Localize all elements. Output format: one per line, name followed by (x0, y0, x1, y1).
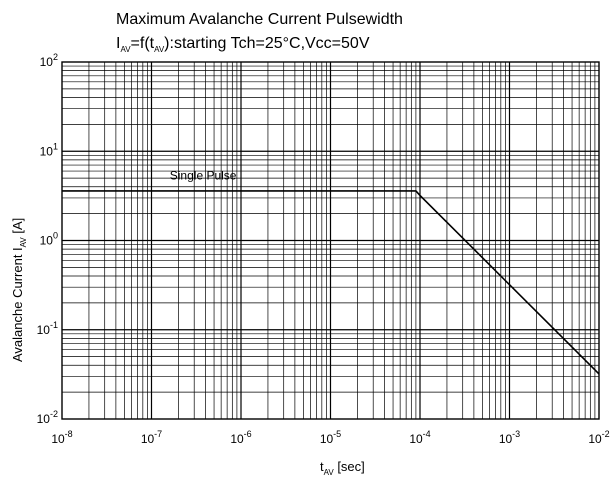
grid (62, 62, 599, 419)
subtitle-sub-1: AV (120, 45, 131, 54)
chart-subtitle: IAV=f(tAV):starting Tch=25°C,Vcc=50V (116, 35, 370, 54)
x-tick-label: 10-3 (499, 429, 520, 446)
x-tick-label: 10-7 (141, 429, 162, 446)
y-tick-label: 100 (40, 231, 58, 248)
y-tick-label: 101 (40, 141, 58, 158)
series-line (62, 190, 600, 375)
y-tick-labels: 102 101 100 10-1 10-2 (37, 52, 58, 426)
subtitle-part-main: I (116, 35, 120, 52)
x-tick-label: 10-4 (409, 429, 430, 446)
subtitle-sub-2: AV (154, 45, 165, 54)
x-axis-label-main: t (320, 459, 324, 474)
y-axis-label: Avalanche Current IAV [A] (10, 218, 28, 362)
x-tick-label: 10-6 (230, 429, 251, 446)
y-tick-label: 10-2 (37, 409, 58, 426)
y-tick-label: 102 (40, 52, 58, 69)
y-tick-label: 10-1 (37, 320, 58, 337)
single-pulse-annotation: Single Pulse (170, 169, 237, 183)
y-axis-label-sub: AV (19, 237, 28, 248)
y-axis-label-main: Avalanche Current I (10, 247, 25, 362)
x-tick-label: 10-2 (588, 429, 609, 446)
x-axis-label: tAV [sec] (320, 459, 365, 477)
x-axis-label-sub: AV (324, 468, 335, 477)
subtitle-part-mid: =f(t (131, 35, 155, 52)
x-tick-label: 10-8 (51, 429, 72, 446)
x-tick-labels: 10-8 10-7 10-6 10-5 10-4 10-3 10-2 (51, 429, 609, 446)
y-axis-label-tail: [A] (10, 218, 25, 238)
x-tick-label: 10-5 (320, 429, 341, 446)
chart-title: Maximum Avalanche Current Pulsewidth (116, 11, 403, 28)
series-group (62, 190, 600, 375)
subtitle-part-tail: ):starting Tch=25°C,Vcc=50V (164, 35, 370, 52)
x-axis-label-tail: [sec] (334, 459, 365, 474)
